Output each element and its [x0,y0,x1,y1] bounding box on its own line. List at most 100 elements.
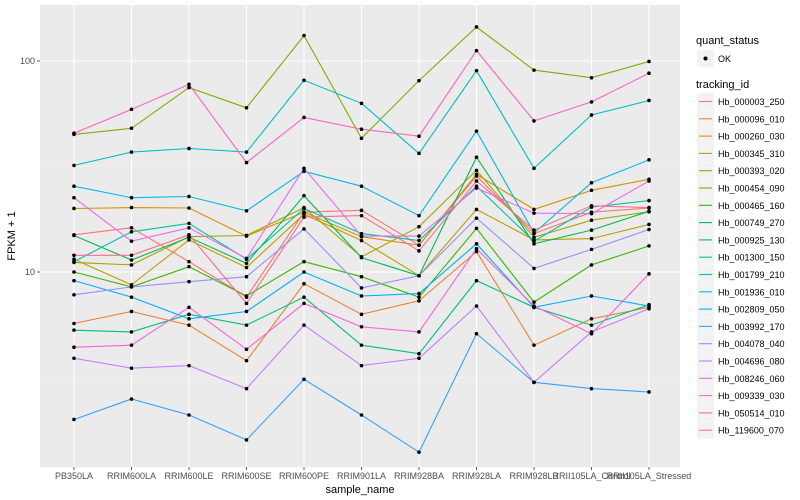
data-point-Hb_000393_020 [417,224,421,229]
legend-label: Hb_001799_210 [718,270,785,280]
data-point-Hb_009339_030 [417,330,421,334]
data-point-Hb_001300_150 [302,206,306,211]
data-point-Hb_004696_080 [359,363,364,368]
data-point-Hb_000096_010 [417,299,421,303]
data-point-Hb_001936_010 [647,158,651,162]
data-point-Hb_000454_090 [474,25,479,29]
x-tick-label: RRII105LA_Control [552,471,630,481]
data-point-Hb_003992_170 [302,377,306,382]
points-layer [72,25,651,454]
data-point-Hb_000345_310 [589,236,594,241]
data-point-Hb_004078_040 [244,274,249,279]
data-point-Hb_000454_090 [359,136,364,141]
data-point-Hb_001799_210 [72,163,76,168]
data-point-Hb_001300_150 [187,221,191,226]
data-point-Hb_008246_060 [532,211,536,215]
data-point-Hb_000096_010 [129,309,134,314]
data-point-Hb_119600_070 [129,253,134,258]
data-point-Hb_002809_050 [417,291,421,296]
y-axis-title: FPKM + 1 [6,211,18,260]
y-axis: 10 100 [20,56,40,277]
data-point-Hb_004078_040 [302,227,306,231]
data-point-Hb_000096_010 [72,321,76,326]
data-point-Hb_000749_270 [359,255,364,260]
data-point-Hb_000260_030 [417,243,421,247]
data-point-Hb_119600_070 [359,213,364,218]
data-point-Hb_002809_050 [474,242,479,246]
legend-label: Hb_000345_310 [718,149,785,159]
data-point-Hb_001936_010 [474,129,479,133]
data-point-Hb_003992_170 [359,413,364,417]
data-point-Hb_119600_070 [72,253,76,258]
data-point-Hb_000925_130 [302,295,306,299]
data-point-Hb_000465_160 [417,295,421,299]
data-point-Hb_003992_170 [474,331,479,336]
data-point-Hb_001799_210 [302,78,306,83]
data-point-Hb_008246_060 [302,166,306,171]
data-point-Hb_050514_010 [474,48,479,53]
data-point-Hb_001936_010 [244,209,249,213]
data-point-Hb_000260_030 [129,205,134,210]
data-point-Hb_119600_070 [474,179,479,183]
data-point-Hb_000003_250 [129,225,134,230]
legend-label: Hb_002809_050 [718,305,785,315]
data-point-Hb_000003_250 [359,208,364,213]
legend-label-ok: OK [718,54,731,64]
y-tick-label: 10 [25,267,35,277]
x-axis-title: sample_name [325,484,394,496]
data-point-Hb_000749_270 [532,242,536,246]
data-point-Hb_003992_170 [72,417,76,422]
data-point-Hb_050514_010 [72,131,76,135]
data-point-Hb_001300_150 [532,239,536,243]
data-point-Hb_000260_030 [72,206,76,211]
data-point-Hb_001936_010 [359,184,364,189]
data-point-Hb_000454_090 [187,85,191,90]
data-point-Hb_000925_130 [244,323,249,327]
legend-label: Hb_000393_020 [718,166,785,176]
legend-label: Hb_000749_270 [718,218,785,228]
y-tick-label: 100 [20,56,35,66]
data-point-Hb_050514_010 [244,160,249,165]
data-point-Hb_001799_210 [647,98,651,103]
data-point-Hb_000465_160 [244,294,249,298]
data-point-Hb_000096_010 [244,358,249,363]
data-point-Hb_001300_150 [129,230,134,234]
data-point-Hb_004696_080 [244,386,249,391]
data-point-Hb_001799_210 [244,150,249,154]
x-axis: PB350LA RRIM600LA RRIM600LE RRIM600SE RRIM60… [55,467,691,481]
data-point-Hb_004078_040 [647,227,651,232]
data-point-Hb_004078_040 [474,216,479,220]
data-point-Hb_000345_310 [474,207,479,212]
data-point-Hb_002809_050 [129,295,134,299]
data-point-Hb_009339_030 [244,347,249,352]
data-point-Hb_000096_010 [532,343,536,347]
data-point-Hb_003992_170 [589,386,594,391]
data-point-Hb_000260_030 [474,172,479,177]
legend-title-quant-status: quant_status [696,35,759,47]
data-point-Hb_000454_090 [589,75,594,80]
data-point-Hb_009339_030 [647,272,651,276]
data-point-Hb_000454_090 [417,78,421,83]
data-point-Hb_009339_030 [302,301,306,306]
x-tick-label: RRIM600LE [164,471,213,481]
data-point-Hb_119600_070 [244,301,249,306]
legend-label: Hb_009339_030 [718,391,785,401]
data-point-Hb_004078_040 [187,279,191,284]
data-point-Hb_050514_010 [647,71,651,76]
data-point-Hb_004696_080 [474,304,479,308]
data-point-Hb_000454_090 [129,126,134,131]
legend-label: Hb_000096_010 [718,114,785,124]
x-tick-label: RRIM600SE [221,471,271,481]
x-tick-label: RRII105LA_Stressed [607,471,692,481]
data-point-Hb_003992_170 [129,397,134,401]
data-point-Hb_002809_050 [187,317,191,321]
data-point-Hb_000393_020 [474,168,479,173]
data-point-Hb_001799_210 [187,146,191,151]
data-point-Hb_000345_310 [187,238,191,242]
data-point-Hb_008246_060 [129,239,134,243]
data-point-Hb_000260_030 [532,207,536,212]
data-point-Hb_002809_050 [302,270,306,274]
data-point-Hb_000465_160 [302,259,306,264]
data-point-Hb_000454_090 [532,68,536,72]
